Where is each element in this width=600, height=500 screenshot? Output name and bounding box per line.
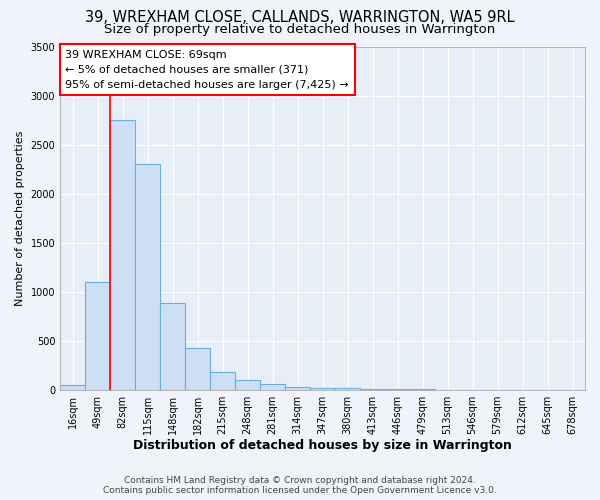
Text: 39, WREXHAM CLOSE, CALLANDS, WARRINGTON, WA5 9RL: 39, WREXHAM CLOSE, CALLANDS, WARRINGTON,… bbox=[85, 10, 515, 25]
X-axis label: Distribution of detached houses by size in Warrington: Distribution of detached houses by size … bbox=[133, 440, 512, 452]
Bar bbox=[110, 120, 135, 390]
Bar bbox=[160, 304, 185, 390]
Bar bbox=[235, 380, 260, 390]
Bar bbox=[285, 387, 310, 390]
Bar bbox=[310, 388, 335, 390]
Text: 39 WREXHAM CLOSE: 69sqm
← 5% of detached houses are smaller (371)
95% of semi-de: 39 WREXHAM CLOSE: 69sqm ← 5% of detached… bbox=[65, 50, 349, 90]
Bar bbox=[60, 385, 85, 390]
Text: Contains HM Land Registry data © Crown copyright and database right 2024.
Contai: Contains HM Land Registry data © Crown c… bbox=[103, 476, 497, 495]
Bar bbox=[260, 384, 285, 390]
Bar bbox=[335, 388, 360, 390]
Bar bbox=[210, 372, 235, 390]
Y-axis label: Number of detached properties: Number of detached properties bbox=[15, 130, 25, 306]
Bar bbox=[185, 348, 210, 390]
Bar bbox=[85, 282, 110, 390]
Text: Size of property relative to detached houses in Warrington: Size of property relative to detached ho… bbox=[104, 22, 496, 36]
Bar bbox=[135, 164, 160, 390]
Bar bbox=[360, 388, 385, 390]
